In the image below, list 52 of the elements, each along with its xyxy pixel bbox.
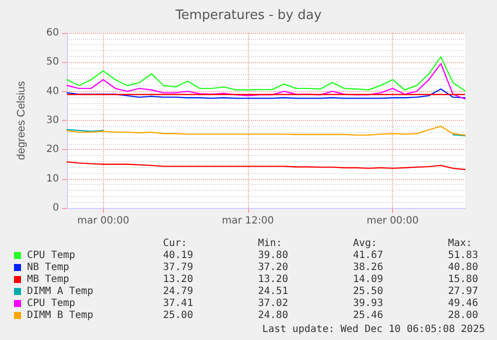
y-tick-label: 0: [52, 202, 59, 214]
legend-label: CPU Temp: [27, 250, 76, 262]
text: 41.67: [353, 250, 384, 262]
text: 25.46: [353, 310, 384, 322]
legend-label: CPU Temp: [27, 298, 76, 310]
line-series: [66, 126, 466, 136]
line-series: [66, 161, 466, 170]
text: 24.80: [258, 310, 288, 322]
y-tick-label: 10: [46, 173, 59, 184]
text: 37.20: [258, 262, 288, 274]
text: 37.79: [163, 262, 194, 274]
y-tick-label: 20: [46, 144, 59, 156]
y-tick-label: 60: [46, 28, 59, 38]
legend-label: NB Temp: [27, 262, 70, 274]
text: 49.46: [448, 298, 478, 310]
line-series: [66, 56, 466, 92]
chart-title: Temperatures - by day: [174, 8, 322, 23]
text: Avg:: [353, 238, 378, 250]
text: 39.93: [353, 298, 384, 310]
y-tick-label: 40: [46, 86, 59, 97]
text: 37.41: [163, 298, 194, 310]
text: 13.20: [258, 274, 288, 286]
legend-label: MB Temp: [27, 274, 70, 286]
line-series: [66, 63, 466, 100]
text: 40.80: [448, 262, 478, 274]
text: 24.51: [258, 286, 288, 298]
text: 25.50: [353, 286, 384, 298]
y-axis-title: degrees Celsius: [16, 80, 28, 160]
line-series: [66, 88, 466, 99]
y-tick-label: 30: [46, 115, 59, 126]
text: 28.00: [448, 310, 478, 322]
text: 39.80: [258, 250, 288, 262]
text: Max:: [448, 238, 472, 250]
y-tick-label: 50: [46, 56, 59, 68]
text: 40.19: [163, 250, 194, 262]
legend-label: DIMM A Temp: [27, 286, 94, 298]
text: Last update: Wed Dec 10 06:05:08 2025: [262, 324, 485, 336]
text: 27.97: [448, 286, 478, 298]
text: 14.09: [353, 274, 384, 286]
text: 37.02: [258, 298, 288, 310]
text: 38.26: [353, 262, 384, 274]
text: Cur:: [163, 238, 188, 250]
text: 51.83: [448, 250, 478, 262]
text: 25.00: [163, 310, 194, 322]
text: Min:: [258, 238, 282, 250]
text: 24.79: [163, 286, 194, 298]
x-tick-label: mar 00:00: [77, 216, 130, 226]
text: 15.80: [448, 274, 478, 286]
text: 13.20: [163, 274, 194, 286]
x-tick-label: mar 12:00: [222, 216, 274, 226]
x-tick-label: mer 00:00: [366, 216, 419, 226]
legend-label: DIMM B Temp: [27, 310, 94, 322]
